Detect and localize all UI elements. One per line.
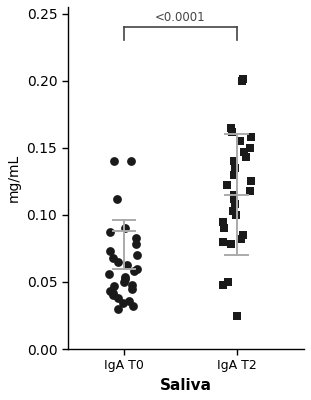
- Point: [244, 154, 248, 160]
- Point: [111, 158, 116, 164]
- Point: [231, 172, 236, 178]
- Point: [248, 178, 253, 184]
- Point: [127, 298, 132, 304]
- Point: [131, 303, 136, 309]
- Point: [107, 229, 112, 236]
- Point: [242, 149, 247, 155]
- Point: [134, 234, 139, 241]
- Point: [128, 158, 133, 164]
- Y-axis label: mg/mL: mg/mL: [7, 154, 21, 202]
- Point: [129, 282, 134, 288]
- Point: [248, 188, 253, 194]
- Point: [233, 165, 238, 171]
- Point: [121, 279, 126, 285]
- Point: [129, 286, 134, 292]
- Point: [116, 295, 121, 301]
- Point: [112, 283, 117, 289]
- Point: [233, 201, 238, 207]
- Point: [248, 134, 253, 140]
- Point: [220, 218, 225, 225]
- Point: [225, 182, 230, 188]
- X-axis label: Saliva: Saliva: [160, 378, 212, 393]
- Point: [134, 265, 139, 272]
- Point: [226, 279, 231, 285]
- Point: [111, 290, 116, 296]
- Point: [133, 241, 138, 248]
- Point: [110, 292, 115, 299]
- Point: [229, 124, 234, 131]
- Point: [233, 212, 238, 218]
- Point: [222, 225, 227, 232]
- Point: [123, 225, 128, 232]
- Point: [241, 232, 246, 238]
- Point: [241, 76, 246, 82]
- Point: [132, 268, 137, 274]
- Point: [240, 78, 245, 84]
- Point: [229, 128, 234, 135]
- Point: [230, 208, 235, 214]
- Point: [107, 288, 112, 294]
- Point: [107, 271, 112, 277]
- Point: [220, 238, 225, 245]
- Point: [238, 236, 243, 242]
- Point: [111, 255, 116, 261]
- Point: [115, 259, 120, 265]
- Point: [122, 274, 127, 280]
- Point: [232, 196, 237, 202]
- Point: [232, 192, 237, 198]
- Point: [228, 241, 233, 248]
- Point: [125, 261, 130, 268]
- Point: [114, 196, 119, 202]
- Point: [123, 276, 128, 282]
- Text: <0.0001: <0.0001: [155, 11, 206, 24]
- Point: [247, 145, 252, 151]
- Point: [135, 252, 140, 258]
- Point: [235, 312, 240, 319]
- Point: [221, 282, 226, 288]
- Point: [108, 248, 113, 254]
- Point: [121, 300, 126, 307]
- Point: [238, 138, 243, 144]
- Point: [115, 306, 120, 312]
- Point: [231, 158, 236, 164]
